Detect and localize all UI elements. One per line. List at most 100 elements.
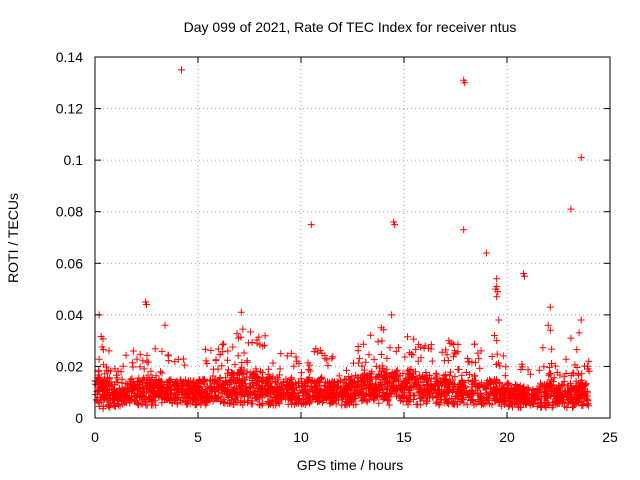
data-point (448, 339, 456, 347)
data-point (208, 383, 216, 390)
data-point (164, 383, 172, 391)
data-point (427, 374, 435, 382)
data-point (573, 346, 581, 354)
data-point (306, 361, 314, 369)
data-point (137, 390, 145, 398)
data-point (468, 378, 476, 386)
data-point (325, 391, 333, 399)
data-point (431, 385, 439, 393)
data-point (104, 366, 112, 374)
data-point (414, 357, 422, 365)
data-point (567, 205, 575, 213)
data-point (205, 393, 213, 400)
data-point (247, 328, 255, 336)
data-point (450, 398, 458, 406)
data-point (289, 385, 296, 393)
data-point (135, 401, 142, 409)
data-point (478, 394, 486, 402)
data-point (517, 393, 525, 401)
data-point (171, 393, 179, 401)
data-point (435, 401, 443, 409)
data-point (105, 374, 113, 382)
data-point (96, 387, 104, 395)
data-point (231, 396, 239, 404)
plot-border (94, 56, 611, 419)
data-point (305, 366, 313, 374)
data-point (114, 401, 122, 409)
data-point (501, 372, 509, 380)
data-point (214, 345, 222, 353)
data-point (165, 394, 173, 402)
data-point (375, 399, 383, 407)
data-point (226, 379, 234, 387)
data-point (364, 377, 372, 385)
data-point (276, 365, 284, 373)
data-point (366, 389, 374, 397)
data-point (562, 355, 570, 363)
data-point (229, 401, 237, 408)
data-point (380, 385, 388, 393)
data-point (201, 399, 209, 407)
data-point (485, 391, 492, 399)
data-point (99, 380, 107, 387)
data-point (143, 301, 150, 308)
data-point (151, 379, 159, 387)
data-point (330, 384, 337, 392)
data-point (290, 362, 298, 370)
data-point (285, 394, 292, 402)
data-point (433, 371, 441, 379)
data-point (256, 401, 264, 409)
data-point (365, 351, 373, 359)
data-point (402, 395, 410, 402)
data-point (321, 354, 329, 362)
data-point (218, 362, 226, 370)
data-point (265, 373, 273, 381)
data-point (264, 389, 272, 397)
data-point (114, 367, 122, 375)
data-point (468, 358, 476, 366)
data-point (413, 385, 421, 393)
data-point (244, 339, 252, 347)
data-point (109, 390, 117, 398)
data-point (234, 369, 242, 376)
data-point (515, 403, 523, 411)
data-point (286, 380, 293, 387)
y-tick-label: 0.08 (56, 204, 83, 220)
data-point (407, 366, 415, 374)
data-point (132, 392, 140, 400)
data-point (265, 379, 273, 387)
data-point (432, 399, 440, 407)
data-point (352, 384, 360, 392)
data-point (541, 402, 549, 410)
data-point (102, 363, 110, 371)
data-point (537, 379, 544, 387)
x-tick-label: 5 (194, 429, 202, 445)
data-point (351, 388, 359, 396)
data-point (447, 368, 454, 376)
data-point (216, 374, 224, 382)
data-point (483, 391, 491, 398)
data-point (113, 371, 120, 379)
y-tick-label: 0 (75, 410, 83, 426)
x-tick-label: 10 (293, 429, 309, 445)
data-point (253, 339, 261, 347)
data-point (326, 400, 334, 408)
data-point (417, 382, 425, 390)
data-point (246, 373, 254, 381)
y-tick-label: 0.14 (56, 49, 83, 65)
data-point (135, 378, 143, 385)
data-point (540, 363, 548, 371)
data-point (493, 293, 501, 301)
data-point (142, 401, 150, 409)
data-point (99, 335, 107, 343)
data-point (384, 383, 392, 391)
data-point (243, 384, 251, 391)
data-point (179, 355, 187, 363)
data-point (283, 352, 291, 360)
data-point (507, 390, 515, 398)
data-point (94, 377, 102, 385)
data-point (252, 394, 260, 402)
data-point (367, 331, 375, 339)
data-point (307, 398, 315, 406)
data-point (322, 387, 330, 394)
